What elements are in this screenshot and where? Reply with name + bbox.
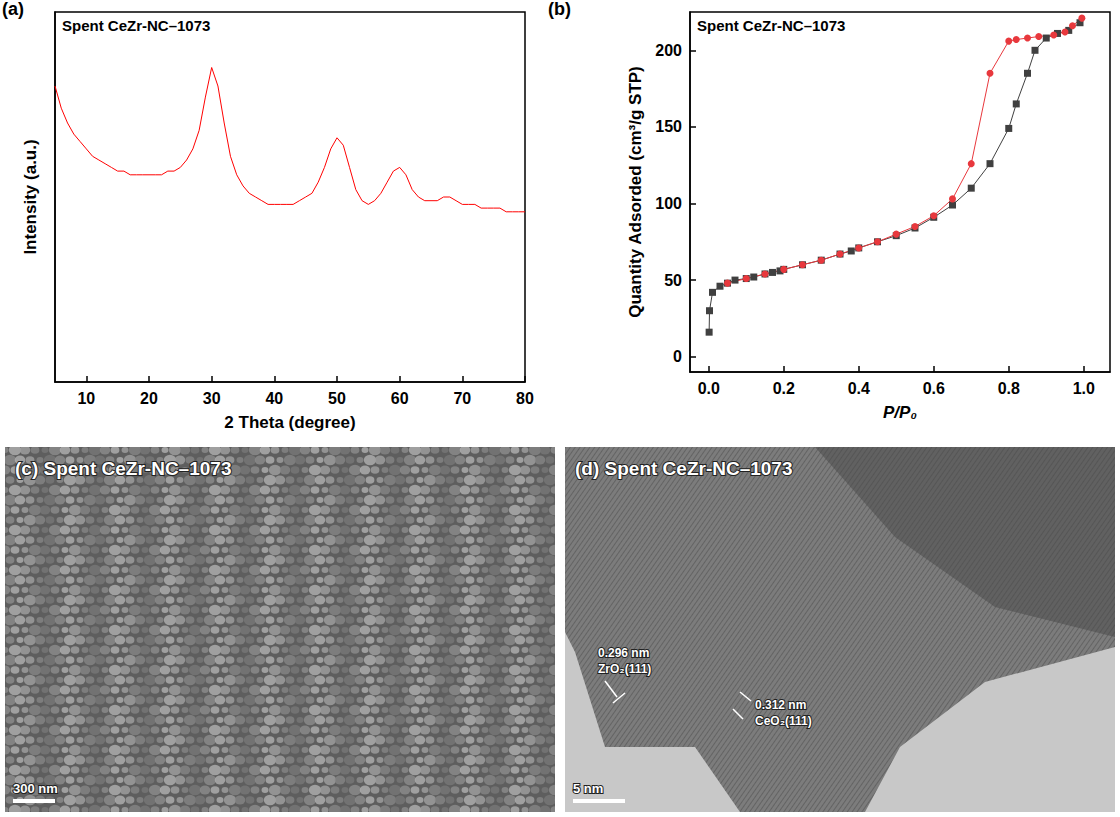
svg-text:200: 200	[655, 42, 682, 59]
svg-text:0.312 nm: 0.312 nm	[755, 698, 806, 712]
svg-text:(d) Spent CeZr-NC–1073: (d) Spent CeZr-NC–1073	[575, 458, 793, 479]
svg-text:(a): (a)	[2, 0, 24, 19]
svg-text:80: 80	[516, 390, 534, 407]
svg-text:5 nm: 5 nm	[573, 781, 603, 796]
svg-text:CeO₂(111): CeO₂(111)	[755, 714, 812, 728]
svg-text:150: 150	[655, 118, 682, 135]
svg-text:0: 0	[673, 348, 682, 365]
svg-text:50: 50	[664, 272, 682, 289]
svg-text:60: 60	[391, 390, 409, 407]
svg-text:0.296 nm: 0.296 nm	[598, 646, 649, 660]
svg-text:300 nm: 300 nm	[13, 781, 58, 796]
svg-text:ZrO₂(111): ZrO₂(111)	[598, 662, 651, 676]
svg-text:0.2: 0.2	[773, 380, 795, 397]
svg-text:(b): (b)	[548, 0, 571, 19]
svg-text:40: 40	[265, 390, 283, 407]
svg-text:(c) Spent CeZr-NC–1073: (c) Spent CeZr-NC–1073	[15, 458, 231, 479]
svg-text:0.0: 0.0	[698, 380, 720, 397]
svg-text:1.0: 1.0	[1073, 380, 1095, 397]
svg-text:0.6: 0.6	[923, 380, 945, 397]
svg-text:Spent CeZr-NC–1073: Spent CeZr-NC–1073	[62, 17, 210, 34]
svg-text:50: 50	[328, 390, 346, 407]
svg-text:Quantity Adsorded (cm³/g STP): Quantity Adsorded (cm³/g STP)	[626, 66, 645, 318]
svg-text:0.8: 0.8	[998, 380, 1020, 397]
svg-text:Spent CeZr-NC–1073: Spent CeZr-NC–1073	[697, 17, 845, 34]
svg-text:Intensity (a.u.): Intensity (a.u.)	[21, 139, 40, 254]
svg-text:2 Theta (degree): 2 Theta (degree)	[224, 413, 355, 432]
svg-text:100: 100	[655, 195, 682, 212]
svg-text:20: 20	[140, 390, 158, 407]
svg-text:0.4: 0.4	[848, 380, 870, 397]
svg-text:30: 30	[203, 390, 221, 407]
svg-text:P/P₀: P/P₀	[883, 403, 917, 422]
svg-text:70: 70	[453, 390, 471, 407]
svg-text:10: 10	[77, 390, 95, 407]
